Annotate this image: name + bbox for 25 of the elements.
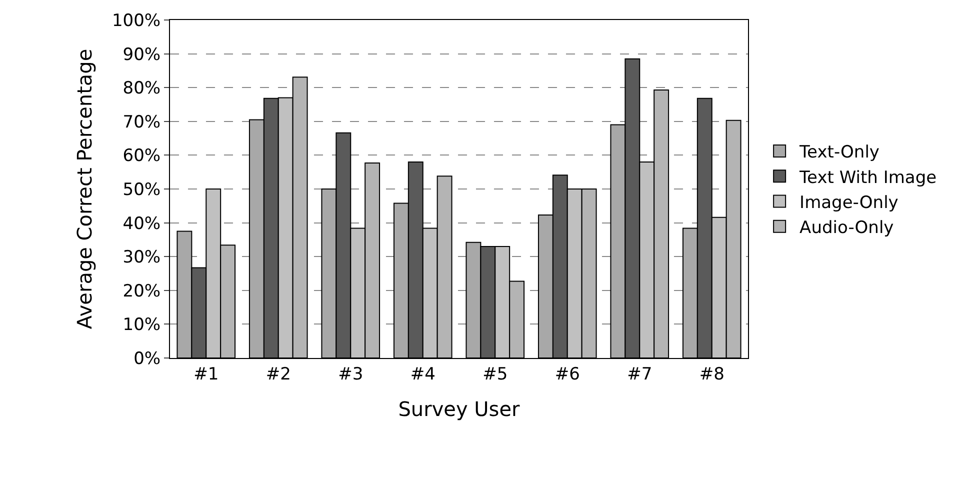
y-tick-label: 30%: [122, 248, 161, 268]
legend-label: Text With Image: [798, 168, 937, 188]
x-tick-label: #2: [266, 364, 291, 384]
y-tick-label: 40%: [122, 214, 161, 234]
y-tick-label: 50%: [122, 180, 161, 200]
y-tick-label: 70%: [122, 112, 161, 132]
y-tick-label: 90%: [122, 44, 161, 65]
y-tick-label: 100%: [112, 10, 161, 31]
y-axis-title: Average Correct Percentage: [72, 48, 96, 330]
x-tick-label: #4: [410, 364, 436, 384]
x-tick-label: #8: [699, 364, 724, 384]
x-tick-label: #5: [482, 364, 508, 384]
x-tick-label: #6: [554, 364, 580, 384]
y-tick-label: 0%: [134, 348, 161, 369]
x-tick-label: #3: [338, 364, 364, 384]
legend-label: Text-Only: [798, 142, 880, 163]
x-tick-label: #1: [194, 364, 219, 384]
x-tick-label: #7: [627, 364, 652, 384]
y-tick-label: 10%: [122, 315, 161, 336]
legend-label: Image-Only: [800, 192, 898, 213]
y-tick-label: 20%: [122, 281, 161, 302]
y-tick-label: 80%: [122, 78, 161, 99]
legend-label: Audio-Only: [800, 218, 894, 238]
x-axis-title: Survey User: [398, 396, 521, 421]
y-tick-label: 60%: [122, 146, 161, 166]
